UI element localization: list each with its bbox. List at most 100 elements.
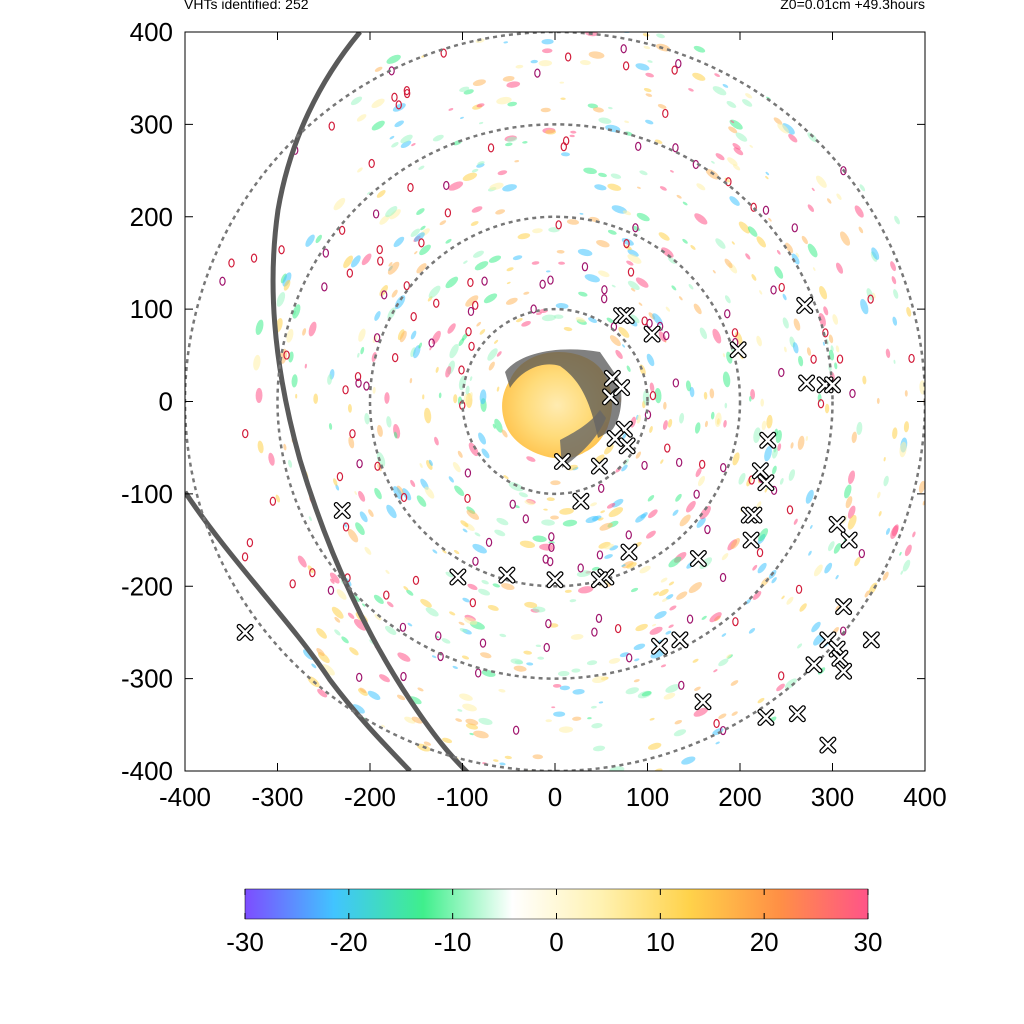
- contour-cell: [908, 353, 915, 364]
- perturbation-blob: [385, 569, 390, 575]
- perturbation-blob: [756, 236, 766, 248]
- perturbation-blob: [510, 658, 523, 665]
- x-tick-label: -200: [344, 782, 396, 812]
- perturbation-blob: [604, 554, 613, 559]
- perturbation-blob: [824, 562, 833, 574]
- contour-cell: [472, 556, 479, 566]
- perturbation-blob: [679, 412, 685, 424]
- perturbation-blob: [672, 509, 679, 516]
- perturbation-blob: [468, 442, 479, 457]
- perturbation-blob: [553, 711, 566, 717]
- x-tick-label: -300: [251, 782, 303, 812]
- perturbation-blob: [524, 499, 535, 506]
- contour-cell: [620, 44, 627, 54]
- contour-cell: [810, 354, 817, 364]
- perturbation-blob: [798, 355, 804, 367]
- perturbation-blob: [598, 774, 610, 780]
- perturbation-blob: [649, 717, 655, 721]
- perturbation-blob: [782, 293, 787, 301]
- perturbation-blob: [598, 517, 604, 521]
- perturbation-blob: [381, 724, 386, 728]
- perturbation-blob: [386, 416, 392, 428]
- perturbation-blob: [682, 238, 688, 244]
- perturbation-blob: [777, 123, 789, 134]
- perturbation-blob: [535, 644, 541, 647]
- perturbation-blob: [404, 716, 416, 724]
- perturbation-blob: [557, 671, 570, 677]
- vht-marker: [819, 736, 837, 754]
- perturbation-blob: [653, 591, 660, 596]
- perturbation-blob: [904, 390, 908, 397]
- perturbation-blob: [474, 261, 489, 271]
- perturbation-blob: [602, 772, 609, 776]
- perturbation-blob: [442, 549, 447, 554]
- perturbation-blob: [459, 86, 470, 92]
- perturbation-blob: [899, 441, 907, 458]
- contour-cell: [400, 492, 408, 503]
- y-tick-label: 100: [130, 294, 173, 324]
- contour-cell: [672, 378, 680, 388]
- contour-cell: [731, 328, 739, 338]
- perturbation-blob: [588, 51, 605, 59]
- perturbation-blob: [851, 431, 857, 444]
- vht-marker: [643, 325, 661, 343]
- perturbation-blob: [368, 509, 374, 517]
- perturbation-blob: [659, 186, 667, 191]
- perturbation-blob: [621, 464, 628, 472]
- perturbation-blob: [560, 97, 566, 100]
- perturbation-blob: [374, 311, 381, 321]
- perturbation-blob: [712, 328, 722, 344]
- contour-cell: [635, 141, 642, 151]
- perturbation-blob: [649, 382, 655, 393]
- perturbation-blob: [409, 378, 413, 384]
- perturbation-blob: [474, 532, 481, 537]
- perturbation-blob: [750, 388, 756, 400]
- perturbation-blob: [688, 284, 694, 290]
- perturbation-blob: [459, 693, 473, 701]
- perturbation-blob: [403, 586, 409, 591]
- perturbation-blob: [386, 54, 401, 64]
- perturbation-blob: [317, 688, 328, 698]
- perturbation-blob: [462, 172, 478, 182]
- perturbation-blob: [503, 41, 509, 44]
- contour-cell: [560, 142, 567, 152]
- contour-cell: [242, 428, 249, 439]
- contour-cell: [836, 354, 844, 364]
- perturbation-blob: [883, 475, 889, 487]
- contour-cell: [756, 547, 764, 558]
- perturbation-blob: [840, 231, 851, 246]
- perturbation-blob: [593, 745, 606, 752]
- perturbation-blob: [693, 707, 709, 717]
- perturbation-blob: [414, 232, 425, 242]
- perturbation-blob: [452, 665, 458, 669]
- perturbation-blob: [604, 543, 614, 550]
- perturbation-blob: [536, 772, 548, 778]
- perturbation-blob: [394, 120, 404, 128]
- contour-cell: [356, 459, 363, 469]
- contour-cell: [530, 304, 537, 314]
- perturbation-blob: [844, 484, 852, 499]
- perturbation-blob: [569, 134, 575, 138]
- perturbation-blob: [374, 66, 383, 72]
- perturbation-blob: [885, 348, 891, 358]
- contour-cell: [241, 552, 249, 562]
- perturbation-blob: [724, 402, 728, 409]
- perturbation-blob: [384, 392, 390, 404]
- perturbation-blob: [899, 551, 902, 556]
- contour-cell: [750, 202, 757, 212]
- perturbation-blob: [894, 215, 900, 225]
- perturbation-blob: [316, 648, 325, 657]
- perturbation-blob: [772, 465, 777, 475]
- perturbation-blob: [465, 718, 479, 726]
- perturbation-blob: [636, 414, 641, 424]
- contour-cell: [250, 253, 258, 263]
- perturbation-blob: [458, 338, 465, 346]
- perturbation-blob: [724, 258, 733, 269]
- contour-cell: [545, 619, 552, 629]
- contour-cell: [342, 385, 349, 395]
- y-tick-label: -200: [121, 571, 173, 601]
- perturbation-blob: [397, 652, 411, 662]
- perturbation-blob: [347, 528, 359, 543]
- perturbation-blob: [408, 696, 422, 705]
